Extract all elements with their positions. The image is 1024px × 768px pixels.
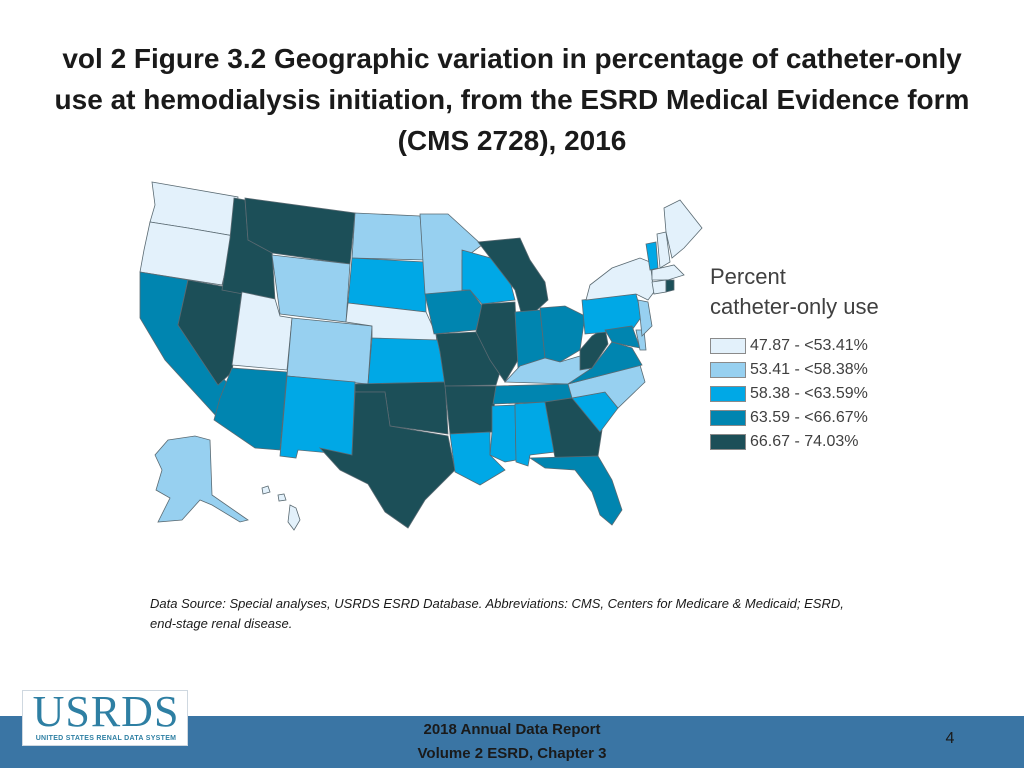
legend-title-line1: Percent: [710, 264, 786, 289]
us-choropleth-map: [130, 172, 720, 537]
state-WY: [271, 254, 351, 323]
legend-bin-label: 47.87 - <53.41%: [750, 337, 868, 354]
slide-title: vol 2 Figure 3.2 Geographic variation in…: [54, 43, 970, 156]
state-AR: [444, 385, 497, 435]
data-source-note: Data Source: Special analyses, USRDS ESR…: [150, 596, 844, 631]
state-SD: [347, 257, 427, 313]
legend-bin: 53.41 - <58.38%: [710, 358, 950, 382]
state-NJ: [637, 299, 653, 337]
state-IA: [424, 289, 483, 335]
page-number: 4: [945, 730, 955, 747]
legend-swatch: [710, 338, 746, 354]
legend-bin-label: 53.41 - <58.38%: [750, 361, 868, 378]
legend-title-line2: catheter-only use: [710, 294, 879, 319]
state-ME: [663, 199, 703, 259]
legend-swatch: [710, 386, 746, 402]
state-HI: [261, 485, 301, 531]
logo-subtitle: UNITED STATES RENAL DATA SYSTEM: [35, 735, 177, 742]
state-MA: [651, 264, 685, 281]
legend-bin: 66.67 - 74.03%: [710, 430, 950, 454]
legend-bin: 58.38 - <63.59%: [710, 382, 950, 406]
legend-swatch: [710, 362, 746, 378]
state-OH: [539, 305, 586, 363]
state-NH: [656, 231, 671, 269]
state-WV: [579, 327, 609, 371]
legend-bins: 47.87 - <53.41% 53.41 - <58.38% 58.38 - …: [710, 334, 950, 454]
footer-report-info: 2018 Annual Data Report Volume 2 ESRD, C…: [380, 718, 644, 766]
state-CT: [651, 279, 667, 295]
state-MD: [604, 325, 641, 349]
state-MI: [477, 237, 549, 319]
state-AK: [154, 435, 249, 523]
state-GA: [544, 397, 603, 459]
state-OR: [139, 221, 235, 286]
state-CO: [286, 317, 373, 385]
state-VA: [567, 341, 643, 385]
state-ND: [351, 212, 426, 261]
legend-bin-label: 58.38 - <63.59%: [750, 385, 868, 402]
usrds-logo: USRDS UNITED STATES RENAL DATA SYSTEM: [22, 687, 188, 746]
legend-swatch: [710, 434, 746, 450]
state-TX: [318, 391, 456, 529]
logo-wordmark: USRDS: [32, 687, 180, 736]
map-legend: Percent catheter-only use 47.87 - <53.41…: [710, 262, 950, 454]
footer-line-1: 2018 Annual Data Report: [423, 721, 601, 738]
state-MT: [244, 197, 356, 265]
state-LA: [449, 431, 506, 486]
legend-bin-label: 66.67 - 74.03%: [750, 433, 859, 450]
us-map-svg: [139, 181, 703, 531]
footer-line-2: Volume 2 ESRD, Chapter 3: [417, 745, 607, 762]
legend-bin: 47.87 - <53.41%: [710, 334, 950, 358]
state-NY: [585, 257, 655, 301]
legend-bin: 63.59 - <66.67%: [710, 406, 950, 430]
legend-swatch: [710, 410, 746, 426]
state-KS: [367, 337, 446, 385]
state-VT: [645, 241, 659, 271]
state-MS: [489, 404, 517, 463]
state-NM: [279, 375, 356, 459]
legend-bin-label: 63.59 - <66.67%: [750, 409, 868, 426]
state-FL: [528, 455, 623, 526]
state-RI: [665, 279, 675, 293]
